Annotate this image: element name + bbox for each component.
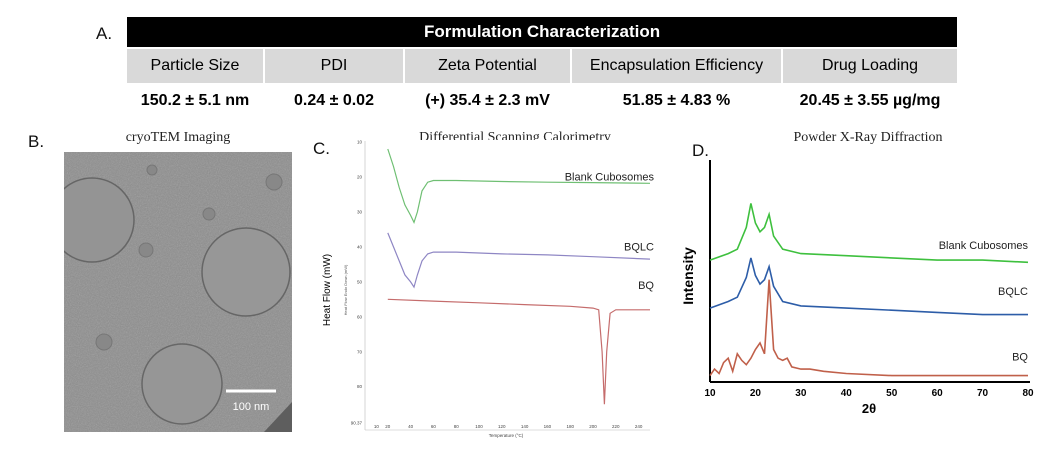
dsc-chart: Heat Flow (mW) Heat Flow Endo Down (mW) … (322, 140, 655, 438)
x-tick-label: 180 (566, 424, 574, 429)
x-tick-label: 10 (374, 424, 380, 429)
table-title: Formulation Characterization (127, 17, 958, 48)
pxrd-title: Powder X-Ray Diffraction (793, 130, 943, 145)
series-label-blank-cubosomes: Blank Cubosomes (939, 240, 1029, 252)
pxrd-chart: Intensity 2θ 10 20 30 40 50 60 70 80 Blank Cubos… (680, 160, 1034, 416)
x-tick-label: 160 (544, 424, 552, 429)
panel-label-a: A. (96, 24, 113, 43)
series-line-bq (709, 279, 1028, 377)
y-tick-label: 20 (357, 174, 363, 179)
x-tick-label: 40 (408, 424, 414, 429)
y-tick-label: 40 (357, 244, 363, 249)
y-tick-label: 60 (357, 314, 363, 319)
series-label-bq: BQ (1012, 351, 1028, 363)
y-axis-secondary-label: Heat Flow Endo Down (mW) (343, 264, 348, 315)
series-label-blank-cubosomes: Blank Cubosomes (565, 171, 655, 183)
x-tick-label: 80 (1022, 388, 1034, 399)
formulation-table: Formulation Characterization Particle Si… (127, 17, 958, 119)
x-tick-label: 70 (977, 388, 989, 399)
cryotem-title: cryoTEM Imaging (125, 130, 231, 145)
x-tick-label: 20 (750, 388, 762, 399)
series-line-blank-cubosomes (709, 203, 1029, 264)
vesicle (265, 173, 283, 191)
x-tick-label: 220 (612, 424, 620, 429)
y-tick-label: 70 (357, 349, 363, 354)
series-label-bqlc: BQLC (998, 286, 1028, 298)
header-pdi: PDI (263, 47, 404, 83)
x-tick-label: 40 (841, 388, 853, 399)
vesicle (202, 207, 216, 221)
y-tick-label: 50 (357, 279, 363, 284)
x-tick-label: 80 (454, 424, 460, 429)
x-axis-label: Temperature (°C) (489, 433, 524, 438)
x-tick-label: 140 (521, 424, 529, 429)
x-tick-label: 10 (704, 388, 716, 399)
vesicle (146, 164, 158, 176)
scale-bar-label: 100 nm (233, 401, 270, 413)
vesicle (64, 177, 135, 263)
series-line-bqlc (709, 257, 1028, 316)
table-value-row: 150.2 ± 5.1 nm 0.24 ± 0.02 (+) 35.4 ± 2.… (127, 83, 958, 119)
value-drug-loading: 20.45 ± 3.55 µg/mg (780, 83, 958, 119)
cryotem-image: 100 nm (64, 152, 292, 432)
y-tick-label: 10 (357, 140, 363, 145)
vesicle (141, 343, 223, 425)
y-tick-label: 90.37 (351, 421, 363, 426)
series-label-bq: BQ (638, 280, 654, 292)
x-tick-label: 240 (635, 424, 643, 429)
x-tick-label: 20 (385, 424, 391, 429)
y-tick-label: 80 (357, 384, 363, 389)
panel-label-c: C. (313, 139, 330, 158)
series-line-bq (387, 298, 650, 405)
x-axis-label: 2θ (862, 401, 876, 416)
y-axis-label: Intensity (680, 247, 696, 305)
vesicle (201, 227, 291, 317)
x-tick-label: 120 (498, 424, 506, 429)
value-encapsulation-efficiency: 51.85 ± 4.83 % (570, 83, 782, 119)
series-line-bqlc (387, 232, 651, 289)
x-tick-label: 60 (431, 424, 437, 429)
x-tick-label: 100 (475, 424, 483, 429)
vesicle (95, 333, 113, 351)
table-header-row: Particle Size PDI Zeta Potential Encapsu… (127, 47, 958, 83)
header-encapsulation-efficiency: Encapsulation Efficiency (570, 47, 782, 83)
panel-label-b: B. (28, 132, 45, 151)
series-line-blank-cubosomes (387, 148, 651, 225)
panel-label-d: D. (692, 141, 709, 160)
vesicle (138, 242, 154, 258)
x-tick-label: 30 (795, 388, 807, 399)
x-tick-label: 50 (886, 388, 898, 399)
value-particle-size: 150.2 ± 5.1 nm (140, 92, 250, 109)
header-drug-loading: Drug Loading (780, 47, 958, 83)
y-tick-label: 30 (357, 209, 363, 214)
y-axis-label: Heat Flow (mW) (322, 254, 333, 326)
value-zeta-potential: (+) 35.4 ± 2.3 mV (403, 83, 571, 119)
header-particle-size: Particle Size (127, 47, 264, 83)
x-tick-label: 60 (932, 388, 944, 399)
header-zeta-potential: Zeta Potential (403, 47, 571, 83)
x-tick-label: 200 (589, 424, 597, 429)
value-pdi: 0.24 ± 0.02 (263, 83, 404, 119)
series-label-bqlc: BQLC (624, 241, 654, 253)
